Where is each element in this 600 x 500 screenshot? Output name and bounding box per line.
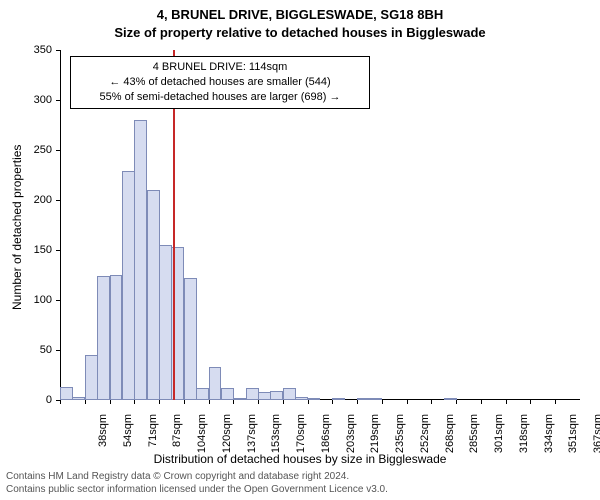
histogram-bar xyxy=(97,276,110,400)
footer-attribution: Contains HM Land Registry data © Crown c… xyxy=(6,470,388,496)
histogram-bar xyxy=(357,398,370,400)
y-tick-mark xyxy=(56,300,60,301)
histogram-bar xyxy=(60,387,73,400)
y-tick-label: 250 xyxy=(16,144,52,156)
x-tick-mark xyxy=(506,400,507,404)
x-tick-mark xyxy=(60,400,61,404)
x-tick-mark xyxy=(530,400,531,404)
x-tick-mark xyxy=(456,400,457,404)
subtitle: Size of property relative to detached ho… xyxy=(0,24,600,42)
footer-line-1: Contains HM Land Registry data © Crown c… xyxy=(6,470,388,483)
footer-line-2: Contains public sector information licen… xyxy=(6,483,388,496)
x-tick-mark xyxy=(481,400,482,404)
x-tick-mark xyxy=(233,400,234,404)
y-tick-mark xyxy=(56,350,60,351)
chart-title-block: 4, BRUNEL DRIVE, BIGGLESWADE, SG18 8BH S… xyxy=(0,0,600,41)
y-tick-label: 300 xyxy=(16,94,52,106)
histogram-bar xyxy=(332,398,345,400)
histogram-bar xyxy=(370,398,383,400)
x-tick-mark xyxy=(555,400,556,404)
histogram-bar xyxy=(122,171,135,400)
x-tick-mark xyxy=(159,400,160,404)
address-title: 4, BRUNEL DRIVE, BIGGLESWADE, SG18 8BH xyxy=(0,6,600,24)
y-tick-label: 150 xyxy=(16,244,52,256)
histogram-bar xyxy=(270,391,283,400)
histogram-bar xyxy=(444,398,457,400)
y-tick-label: 0 xyxy=(16,394,52,406)
histogram-bar xyxy=(283,388,296,400)
y-tick-mark xyxy=(56,150,60,151)
x-tick-mark xyxy=(283,400,284,404)
histogram-bar xyxy=(147,190,160,400)
histogram-bar xyxy=(295,397,308,400)
y-tick-label: 200 xyxy=(16,194,52,206)
x-tick-mark xyxy=(184,400,185,404)
histogram-bar xyxy=(85,355,98,400)
annotation-line-1: 4 BRUNEL DRIVE: 114sqm xyxy=(77,60,363,75)
histogram-bar xyxy=(221,388,234,400)
histogram-bar xyxy=(159,245,172,400)
x-tick-mark xyxy=(382,400,383,404)
y-tick-label: 50 xyxy=(16,344,52,356)
histogram-bar xyxy=(184,278,197,400)
x-tick-mark xyxy=(357,400,358,404)
histogram-bar xyxy=(258,392,271,400)
y-tick-mark xyxy=(56,250,60,251)
histogram-bar xyxy=(196,388,209,400)
x-tick-mark xyxy=(308,400,309,404)
y-tick-label: 350 xyxy=(16,44,52,56)
y-tick-mark xyxy=(56,50,60,51)
annotation-line-3: 55% of semi-detached houses are larger (… xyxy=(77,90,363,105)
y-tick-mark xyxy=(56,200,60,201)
x-tick-mark xyxy=(110,400,111,404)
histogram-bar xyxy=(110,275,123,400)
histogram-bar xyxy=(308,398,321,400)
histogram-bar xyxy=(233,398,246,400)
x-tick-mark xyxy=(431,400,432,404)
x-tick-mark xyxy=(134,400,135,404)
x-tick-mark xyxy=(209,400,210,404)
histogram-bar xyxy=(72,397,85,400)
x-tick-mark xyxy=(85,400,86,404)
x-tick-mark xyxy=(332,400,333,404)
y-axis-label: Number of detached properties xyxy=(10,145,24,310)
y-tick-label: 100 xyxy=(16,294,52,306)
x-axis-label: Distribution of detached houses by size … xyxy=(0,452,600,466)
x-tick-mark xyxy=(407,400,408,404)
annotation-line-2: ← 43% of detached houses are smaller (54… xyxy=(77,75,363,90)
y-tick-mark xyxy=(56,100,60,101)
histogram-bar xyxy=(246,388,259,400)
plot-area: 4 BRUNEL DRIVE: 114sqm ← 43% of detached… xyxy=(60,50,580,400)
histogram-bar xyxy=(209,367,222,400)
x-tick-mark xyxy=(258,400,259,404)
histogram-bar xyxy=(134,120,147,400)
annotation-box: 4 BRUNEL DRIVE: 114sqm ← 43% of detached… xyxy=(70,56,370,109)
chart-container: 4, BRUNEL DRIVE, BIGGLESWADE, SG18 8BH S… xyxy=(0,0,600,500)
